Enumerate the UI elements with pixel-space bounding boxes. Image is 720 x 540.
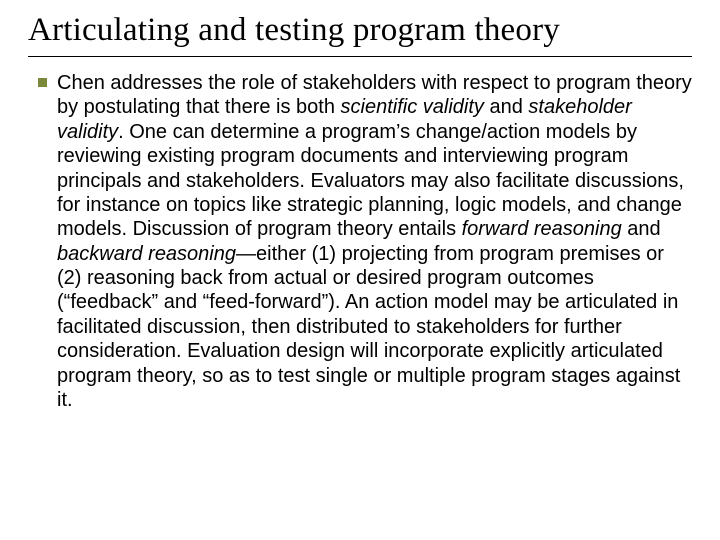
body-italic-run: forward reasoning — [462, 218, 622, 240]
body-text: Chen addresses the role of stakeholders … — [57, 71, 692, 412]
body-italic-run: scientific validity — [341, 96, 484, 118]
bullet-icon — [38, 78, 47, 87]
body-text-run: —either (1) projecting from program prem… — [57, 243, 680, 411]
slide-title: Articulating and testing program theory — [28, 12, 692, 50]
body-italic-run: backward reasoning — [57, 243, 236, 265]
title-divider — [28, 56, 692, 57]
slide: Articulating and testing program theory … — [0, 0, 720, 540]
body-text-run: and — [484, 96, 528, 118]
body-block: Chen addresses the role of stakeholders … — [28, 71, 692, 412]
body-text-run: and — [622, 218, 661, 240]
